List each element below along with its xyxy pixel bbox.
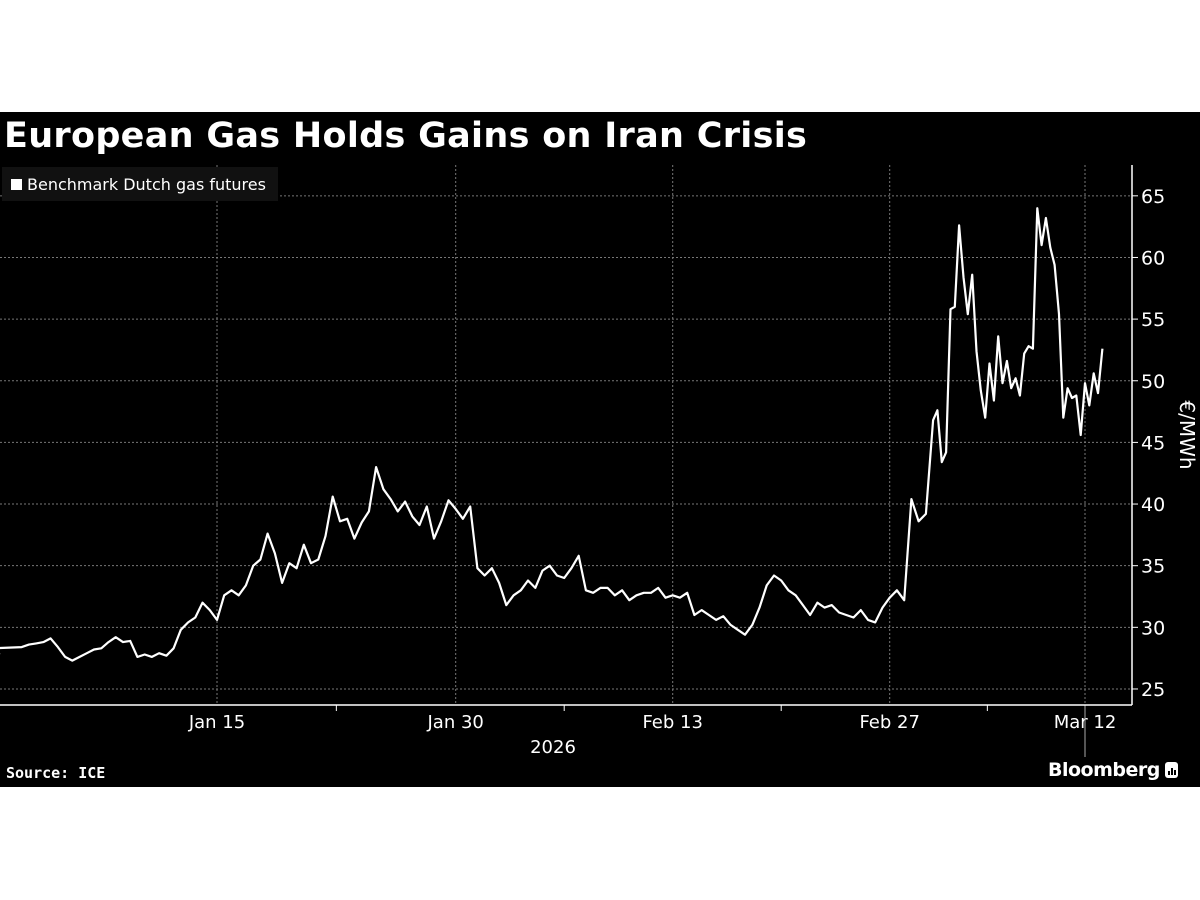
y-tick-label: 60 <box>1141 247 1165 269</box>
chart-panel <box>0 112 1200 787</box>
brand-name: Bloomberg <box>1048 759 1160 781</box>
chart-title: European Gas Holds Gains on Iran Crisis <box>4 116 808 156</box>
x-tick-label: Feb 13 <box>642 712 703 733</box>
y-tick-label: 35 <box>1141 556 1165 578</box>
source-note: Source: ICE <box>6 764 106 782</box>
x-tick-label: Jan 30 <box>427 712 484 733</box>
y-axis-label: €/MWh <box>1175 400 1199 469</box>
y-tick-label: 30 <box>1141 617 1165 639</box>
bloomberg-logo: Bloomberg <box>1048 759 1178 781</box>
x-tick-label: Feb 27 <box>859 712 920 733</box>
series-line <box>0 207 1104 662</box>
y-tick-label: 40 <box>1141 494 1165 516</box>
legend-swatch <box>11 178 22 190</box>
x-axis-year-label: 2026 <box>530 737 576 758</box>
y-tick-label: 50 <box>1141 371 1165 393</box>
bloomberg-chart-icon <box>1164 762 1178 778</box>
axes: 25 30 35 40 45 50 55 60 65 Jan 15 Jan 30 Feb 13 Feb … <box>0 165 1165 757</box>
x-tick-label: Jan 15 <box>188 712 245 733</box>
legend-label: Benchmark Dutch gas futures <box>27 174 266 194</box>
y-tick-label: 65 <box>1141 186 1165 208</box>
gridlines <box>0 165 1132 705</box>
y-tick-label: 25 <box>1141 679 1165 701</box>
y-tick-label: 45 <box>1141 432 1165 454</box>
y-tick-label: 55 <box>1141 309 1165 331</box>
legend: Benchmark Dutch gas futures <box>2 167 278 201</box>
series-lines <box>0 207 1104 662</box>
